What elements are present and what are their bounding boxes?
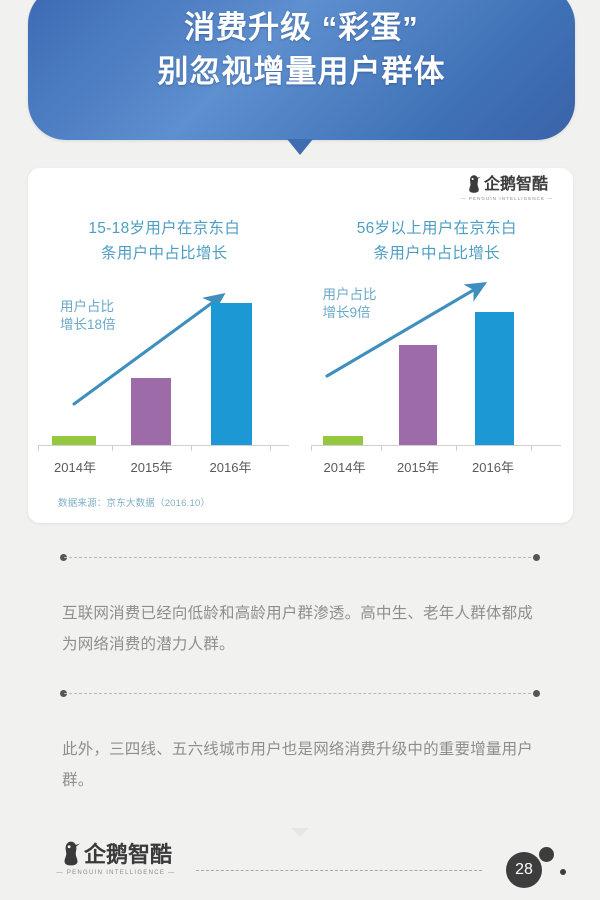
chart-right-xlabel-2015: 2015年	[397, 460, 439, 475]
chart-panel-left: 15-18岁用户在京东白 条用户中占比增长 用户占比 增长18倍	[28, 216, 301, 478]
chart-left-xlabel-2014: 2014年	[54, 460, 96, 475]
footer-logo-subtitle: — PENGUIN INTELLIGENCE —	[56, 870, 176, 876]
chart-left-axis	[38, 445, 289, 446]
chart-panel-right: 56岁以上用户在京东白 条用户中占比增长 用户占比 增长9倍	[301, 216, 574, 478]
chart-right-growth-arrow-icon	[324, 282, 487, 378]
divider-bottom	[60, 690, 540, 697]
chart-left-plot: 用户占比 增长18倍	[28, 278, 301, 478]
divider-line	[64, 557, 536, 558]
chart-left-annotation-line-1: 用户占比	[60, 299, 114, 314]
header-banner: 消费升级 “彩蛋” 别忽视增量用户群体	[28, 0, 575, 140]
chart-right-annotation-line-1: 用户占比	[322, 287, 377, 302]
header-title: 消费升级 “彩蛋” 别忽视增量用户群体	[28, 6, 575, 94]
chart-right-title: 56岁以上用户在京东白 条用户中占比增长	[301, 216, 574, 266]
chart-right-annotation-line-2: 增长9倍	[322, 305, 371, 320]
header-title-line-1: 消费升级 “彩蛋”	[184, 10, 419, 45]
footer-logo-text: 企鹅智酷	[83, 842, 172, 867]
chart-right-axis	[310, 445, 561, 446]
divider-dot-right	[533, 554, 540, 561]
penguin-icon	[469, 175, 481, 193]
chart-left-growth-arrow-icon	[72, 293, 226, 406]
chart-left-title-line-1: 15-18岁用户在京东白	[88, 220, 241, 237]
chart-left-bar-2016	[211, 303, 252, 445]
divider-top	[60, 554, 540, 561]
divider-line	[64, 693, 536, 694]
penguin-icon	[64, 841, 80, 866]
footer-decor-dot-large	[539, 847, 554, 862]
chart-left-title-line-2: 条用户中占比增长	[101, 245, 228, 262]
chart-right-bar-2016	[474, 312, 514, 445]
page-number-badge: 28	[506, 852, 542, 888]
footer-brand-logo: 企鹅智酷 — PENGUIN INTELLIGENCE —	[52, 840, 180, 876]
divider-dot-left	[60, 690, 67, 697]
body-paragraph-1: 互联网消费已经向低龄和高龄用户群渗透。高中生、老年人群体都成为网络消费的潜力人群…	[62, 605, 534, 653]
card-logo-subtitle: — PENGUIN INTELLIGENCE —	[460, 196, 554, 201]
page-footer: 企鹅智酷 — PENGUIN INTELLIGENCE — 28	[0, 828, 600, 900]
chart-left-bar-2014	[52, 436, 96, 445]
chart-right-annotation: 用户占比 增长9倍	[323, 286, 377, 322]
chart-right-bar-2015	[398, 345, 437, 445]
header-title-line-2: 别忽视增量用户群体	[157, 54, 446, 89]
chart-left-xlabel-2016: 2016年	[209, 460, 252, 475]
chart-card: 企鹅智酷 — PENGUIN INTELLIGENCE — 15-18岁用户在京…	[28, 168, 573, 523]
chart-left-xlabel-2015: 2015年	[130, 460, 173, 475]
chart-right-plot: 用户占比 增长9倍	[301, 278, 574, 478]
chart-left-bar-2015	[131, 378, 171, 445]
card-brand-logo: 企鹅智酷 — PENGUIN INTELLIGENCE —	[455, 174, 559, 201]
chart-right-bar-2014	[322, 436, 363, 445]
card-logo-text: 企鹅智酷	[483, 176, 548, 193]
chart-right-title-line-1: 56岁以上用户在京东白	[356, 220, 517, 237]
chart-source-note: 数据来源：京东大数据（2016.10）	[58, 498, 211, 509]
footer-notch-icon	[291, 828, 309, 837]
chart-right-xlabel-2014: 2014年	[323, 460, 366, 475]
chart-left-annotation-line-2: 增长18倍	[60, 317, 116, 332]
chart-panels: 15-18岁用户在京东白 条用户中占比增长 用户占比 增长18倍	[28, 216, 573, 478]
chart-right-xlabel-2016: 2016年	[472, 460, 514, 475]
chart-left-title: 15-18岁用户在京东白 条用户中占比增长	[28, 216, 301, 266]
footer-decor-dot-small	[560, 869, 566, 875]
footer-dashed-line	[196, 870, 482, 871]
banner-pointer-icon	[287, 139, 313, 155]
chart-left-annotation: 用户占比 增长18倍	[60, 298, 116, 334]
chart-right-title-line-2: 条用户中占比增长	[373, 245, 500, 262]
divider-dot-right	[533, 690, 540, 697]
body-paragraph-2: 此外，三四线、五六线城市用户也是网络消费升级中的重要增量用户群。	[62, 741, 534, 789]
divider-dot-left	[60, 554, 67, 561]
